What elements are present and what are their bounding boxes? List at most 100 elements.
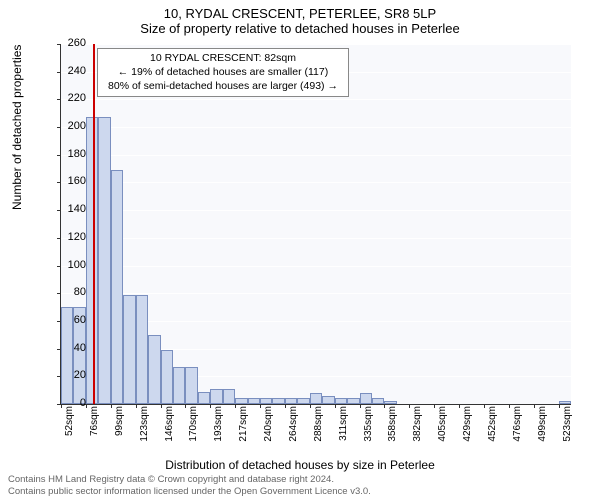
x-tick-label: 76sqm — [89, 406, 100, 446]
histogram-bar — [123, 295, 135, 404]
y-tick-label: 180 — [56, 148, 86, 160]
x-tick-mark — [534, 404, 535, 408]
histogram-bar — [198, 392, 210, 404]
histogram-bar — [372, 398, 384, 404]
histogram-bar — [347, 398, 359, 404]
property-marker-line — [93, 44, 95, 404]
x-tick-label: 240sqm — [263, 406, 274, 446]
histogram-bar — [360, 393, 372, 404]
x-tick-label: 123sqm — [139, 406, 150, 446]
x-tick-mark — [360, 404, 361, 408]
grid-line — [61, 210, 571, 211]
histogram-bar — [260, 398, 272, 404]
histogram-bar — [111, 170, 123, 404]
histogram-bar — [86, 117, 98, 404]
x-tick-label: 99sqm — [114, 406, 125, 446]
histogram-bar — [559, 401, 571, 404]
y-tick-label: 240 — [56, 65, 86, 77]
chart-title-main: 10, RYDAL CRESCENT, PETERLEE, SR8 5LP — [0, 0, 600, 21]
x-tick-label: 476sqm — [512, 406, 523, 446]
histogram-bar — [148, 335, 160, 404]
y-tick-label: 120 — [56, 231, 86, 243]
x-tick-label: 193sqm — [213, 406, 224, 446]
annotation-line: ← 19% of detached houses are smaller (11… — [102, 65, 344, 79]
x-tick-mark — [260, 404, 261, 408]
histogram-bar — [98, 117, 110, 404]
x-tick-label: 429sqm — [462, 406, 473, 446]
x-tick-mark — [210, 404, 211, 408]
grid-line — [61, 266, 571, 267]
x-tick-mark — [86, 404, 87, 408]
x-tick-mark — [335, 404, 336, 408]
x-tick-label: 358sqm — [387, 406, 398, 446]
annotation-line: 10 RYDAL CRESCENT: 82sqm — [102, 51, 344, 65]
x-tick-label: 264sqm — [288, 406, 299, 446]
histogram-bar — [248, 398, 260, 404]
chart-container: 10, RYDAL CRESCENT, PETERLEE, SR8 5LP Si… — [0, 0, 600, 500]
histogram-bar — [223, 389, 235, 404]
y-tick-label: 40 — [56, 342, 86, 354]
x-tick-mark — [285, 404, 286, 408]
attribution-line: Contains public sector information licen… — [8, 486, 371, 498]
x-tick-mark — [559, 404, 560, 408]
x-tick-mark — [384, 404, 385, 408]
attribution-text: Contains HM Land Registry data © Crown c… — [8, 474, 371, 498]
x-tick-mark — [136, 404, 137, 408]
grid-line — [61, 99, 571, 100]
x-tick-label: 523sqm — [562, 406, 573, 446]
y-axis-label: Number of detached properties — [10, 45, 24, 210]
histogram-bar — [310, 393, 322, 404]
histogram-bar — [185, 367, 197, 404]
histogram-bar — [272, 398, 284, 404]
histogram-bar — [235, 398, 247, 404]
x-tick-mark — [434, 404, 435, 408]
histogram-bar — [384, 401, 396, 404]
grid-line — [61, 182, 571, 183]
annotation-box: 10 RYDAL CRESCENT: 82sqm ← 19% of detach… — [97, 48, 349, 97]
x-tick-mark — [459, 404, 460, 408]
histogram-bar — [161, 350, 173, 404]
y-tick-label: 200 — [56, 120, 86, 132]
x-tick-label: 405sqm — [437, 406, 448, 446]
x-tick-mark — [235, 404, 236, 408]
histogram-bar — [210, 389, 222, 404]
x-tick-label: 288sqm — [313, 406, 324, 446]
x-tick-label: 311sqm — [338, 406, 349, 446]
histogram-bar — [335, 398, 347, 404]
histogram-bar — [285, 398, 297, 404]
y-tick-label: 140 — [56, 203, 86, 215]
x-tick-label: 146sqm — [164, 406, 175, 446]
x-tick-mark — [409, 404, 410, 408]
x-tick-mark — [111, 404, 112, 408]
histogram-bar — [173, 367, 185, 404]
annotation-line: 80% of semi-detached houses are larger (… — [102, 79, 344, 93]
x-tick-label: 52sqm — [64, 406, 75, 446]
x-tick-label: 382sqm — [412, 406, 423, 446]
x-tick-label: 170sqm — [188, 406, 199, 446]
x-tick-mark — [185, 404, 186, 408]
y-tick-label: 160 — [56, 175, 86, 187]
x-axis-label: Distribution of detached houses by size … — [0, 458, 600, 472]
y-tick-label: 20 — [56, 369, 86, 381]
histogram-bar — [322, 396, 334, 404]
x-tick-label: 499sqm — [537, 406, 548, 446]
y-tick-label: 60 — [56, 314, 86, 326]
grid-line — [61, 127, 571, 128]
grid-line — [61, 44, 571, 45]
histogram-bar — [136, 295, 148, 404]
y-tick-label: 80 — [56, 286, 86, 298]
grid-line — [61, 155, 571, 156]
y-tick-label: 260 — [56, 37, 86, 49]
x-tick-mark — [509, 404, 510, 408]
x-tick-label: 217sqm — [238, 406, 249, 446]
grid-line — [61, 238, 571, 239]
y-tick-label: 220 — [56, 92, 86, 104]
histogram-bar — [297, 398, 309, 404]
x-tick-mark — [161, 404, 162, 408]
x-tick-mark — [310, 404, 311, 408]
plot-area: 10 RYDAL CRESCENT: 82sqm ← 19% of detach… — [60, 44, 571, 405]
attribution-line: Contains HM Land Registry data © Crown c… — [8, 474, 371, 486]
x-tick-mark — [484, 404, 485, 408]
chart-title-sub: Size of property relative to detached ho… — [0, 21, 600, 40]
x-tick-label: 452sqm — [487, 406, 498, 446]
